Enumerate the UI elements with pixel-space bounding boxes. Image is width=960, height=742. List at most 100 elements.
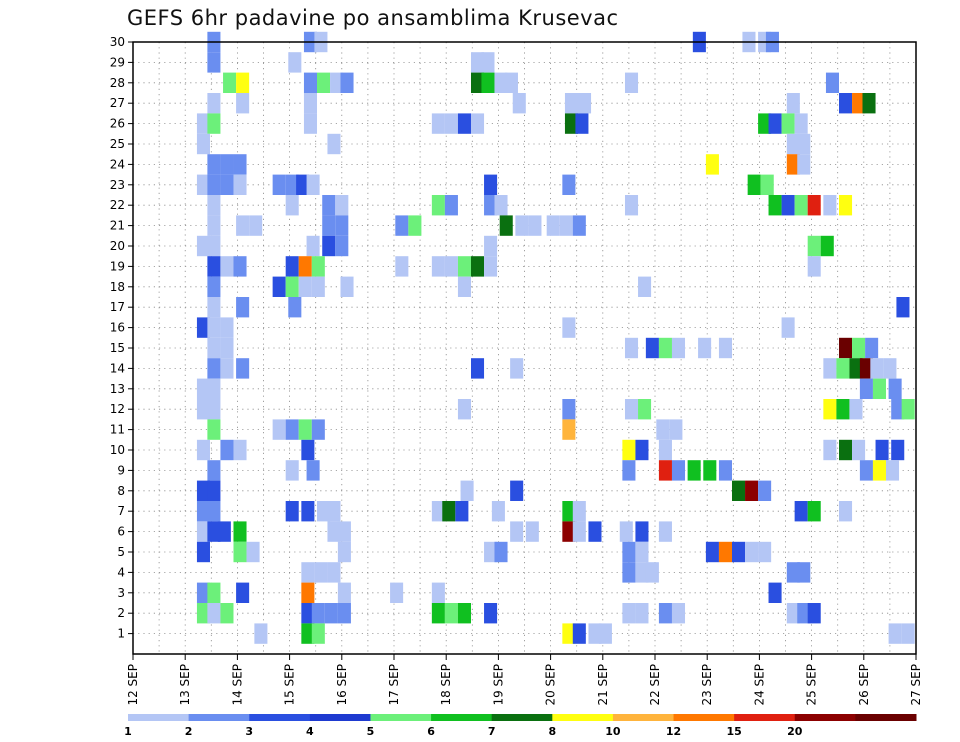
y-tick-label: 25	[110, 137, 125, 151]
heatmap-cell	[311, 603, 325, 624]
heatmap-cell	[236, 358, 250, 379]
heatmap-cell	[303, 93, 318, 114]
legend-swatch	[855, 714, 917, 721]
heatmap-cell	[236, 215, 250, 236]
y-tick-label: 27	[110, 96, 125, 110]
heatmap-cell	[807, 195, 821, 216]
heatmap-cell	[658, 439, 672, 461]
heatmap-cell	[797, 562, 811, 583]
heatmap-cell	[510, 521, 524, 542]
heatmap-cell	[327, 562, 341, 583]
heatmap-cell	[301, 439, 315, 461]
heatmap-cell	[233, 521, 247, 542]
heatmap-cell	[870, 358, 884, 379]
heatmap-cell	[285, 195, 299, 216]
heatmap-cell	[207, 256, 221, 277]
heatmap-cell	[852, 93, 866, 114]
heatmap-cell	[510, 358, 524, 379]
x-tick-label: 26 SEP	[857, 664, 871, 706]
heatmap-cell	[207, 460, 221, 481]
y-tick-label: 10	[110, 443, 125, 457]
heatmap-cell	[807, 501, 821, 522]
heatmap-cell	[797, 603, 811, 624]
heatmap-cell	[233, 154, 247, 175]
heatmap-cell	[196, 378, 210, 399]
heatmap-cell	[786, 154, 800, 175]
heatmap-cell	[306, 235, 320, 257]
heatmap-cell	[298, 256, 312, 277]
heatmap-cell	[196, 501, 210, 522]
heatmap-cell	[564, 93, 579, 114]
heatmap-cell	[207, 337, 221, 359]
heatmap-cell	[220, 256, 234, 277]
heatmap-cell	[781, 113, 795, 134]
heatmap-cell	[311, 276, 325, 297]
heatmap-cell	[624, 195, 639, 216]
heatmap-cell	[891, 399, 905, 420]
heatmap-cell	[671, 603, 686, 624]
heatmap-cell	[390, 582, 404, 603]
heatmap-cell	[306, 174, 320, 195]
x-tick-label: 13 SEP	[178, 664, 192, 706]
heatmap-cell	[233, 439, 247, 461]
heatmap-cell	[786, 93, 800, 114]
heatmap-cell	[786, 133, 800, 155]
heatmap-cell	[891, 439, 905, 461]
heatmap-cell	[562, 399, 576, 420]
heatmap-cell	[705, 541, 719, 563]
legend-swatch	[370, 714, 432, 721]
legend-swatch	[552, 714, 614, 721]
heatmap-cell	[288, 52, 302, 73]
heatmap-cell	[481, 72, 495, 93]
legend-swatch	[734, 714, 796, 721]
heatmap-cell	[236, 72, 250, 93]
heatmap-cell	[839, 439, 853, 461]
heatmap-cell	[236, 93, 250, 114]
heatmap-cell	[337, 521, 351, 542]
heatmap-cell	[311, 623, 325, 644]
heatmap-cell	[484, 541, 498, 563]
heatmap-cell	[330, 72, 344, 93]
heatmap-cell	[658, 337, 672, 359]
heatmap-cell	[562, 419, 576, 440]
heatmap-cell	[470, 113, 485, 134]
heatmap-cell	[311, 419, 325, 440]
heatmap-cell	[859, 460, 873, 481]
heatmap-cell	[301, 603, 315, 624]
heatmap-cell	[285, 501, 299, 522]
heatmap-cell	[703, 460, 717, 481]
heatmap-cell	[207, 174, 221, 195]
heatmap-cell	[622, 562, 636, 583]
y-tick-label: 21	[110, 219, 125, 233]
heatmap-cell	[285, 256, 299, 277]
heatmap-cell	[249, 215, 263, 236]
x-tick-label: 15 SEP	[283, 664, 297, 706]
heatmap-cell	[207, 195, 221, 216]
heatmap-cell	[301, 582, 315, 603]
heatmap-cell	[484, 603, 498, 624]
heatmap-cell	[562, 317, 576, 338]
heatmap-cell	[220, 337, 234, 359]
heatmap-cell	[207, 378, 221, 399]
heatmap-cell	[196, 399, 210, 420]
y-tick-label: 28	[110, 76, 125, 90]
heatmap-cell	[442, 501, 456, 522]
heatmap-cell	[635, 439, 649, 461]
heatmap-cell	[849, 399, 863, 420]
heatmap-cell	[572, 521, 586, 542]
y-tick-label: 3	[117, 586, 125, 600]
heatmap-cell	[303, 113, 318, 134]
y-tick-label: 20	[110, 239, 125, 253]
legend-swatch	[309, 714, 371, 721]
heatmap-cell	[431, 256, 445, 277]
heatmap-cell	[327, 521, 341, 542]
heatmap-cell	[836, 399, 850, 420]
heatmap-cell	[622, 541, 636, 563]
heatmap-cell	[431, 603, 445, 624]
heatmap-cell	[460, 480, 474, 501]
legend-swatch	[612, 714, 675, 721]
y-tick-label: 8	[117, 484, 125, 498]
heatmap-cell	[207, 113, 221, 134]
heatmap-cell	[272, 419, 286, 440]
heatmap-cell	[872, 460, 886, 481]
